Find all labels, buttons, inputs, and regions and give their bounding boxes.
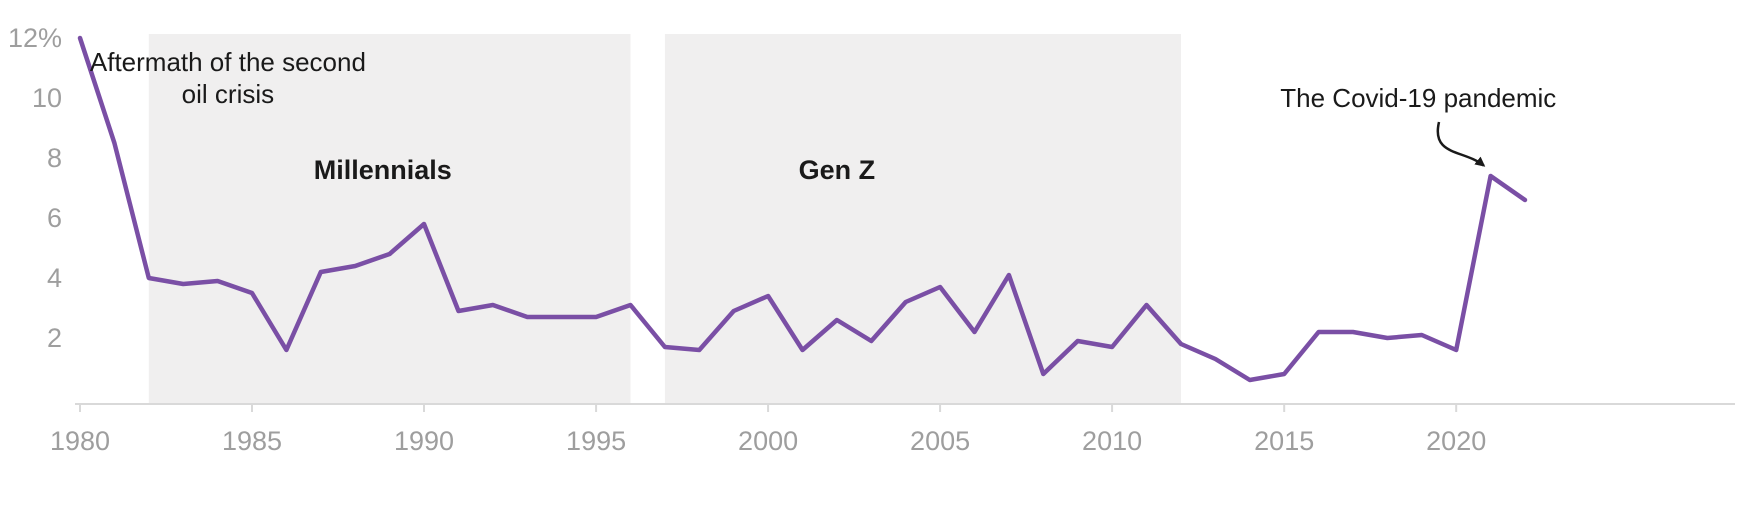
y-axis-label: 4 [47, 263, 62, 293]
x-axis-label: 2010 [1082, 426, 1142, 456]
y-axis-label: 8 [47, 143, 62, 173]
annotation-oil-crisis-line: oil crisis [182, 79, 274, 109]
generation-band-gen-z [664, 34, 1181, 404]
y-axis-label: 6 [47, 203, 62, 233]
x-axis-label: 2015 [1254, 426, 1314, 456]
annotation-covid: The Covid-19 pandemic [1280, 83, 1556, 113]
generation-band-millennials [148, 34, 631, 404]
x-axis-label: 1990 [394, 426, 454, 456]
y-axis-label: 12% [8, 23, 62, 53]
annotation-oil-crisis-line: Aftermath of the second [90, 47, 366, 77]
y-axis-label: 2 [47, 323, 62, 353]
annotation-covid-line: The Covid-19 pandemic [1280, 83, 1556, 113]
x-axis-label: 2000 [738, 426, 798, 456]
x-axis-label: 1985 [222, 426, 282, 456]
inflation-line [77, 35, 1528, 383]
y-axis-label: 10 [32, 83, 62, 113]
annotation-oil-crisis: Aftermath of the second oil crisis [90, 47, 366, 109]
generation-band-label-millennials: Millennials [314, 155, 452, 185]
x-axis-label: 2020 [1426, 426, 1486, 456]
generation-band-label-gen-z: Gen Z [799, 155, 876, 185]
x-axis-label: 1995 [566, 426, 626, 456]
annotation-arrow [1436, 121, 1486, 167]
x-axis-label: 2005 [910, 426, 970, 456]
x-axis-label: 1980 [50, 426, 110, 456]
